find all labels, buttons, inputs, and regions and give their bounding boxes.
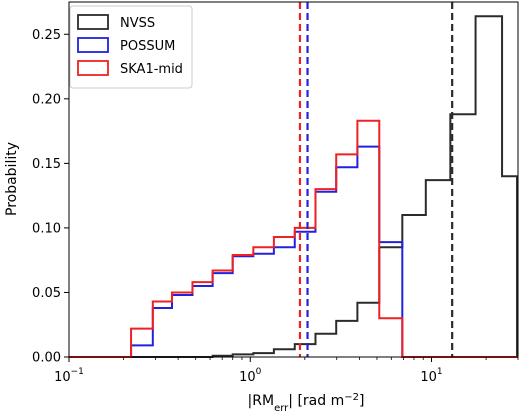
legend-label-possum: POSSUM bbox=[120, 39, 175, 54]
legend-entry-nvss: NVSS bbox=[77, 14, 155, 31]
y-tick-label: 0.25 bbox=[32, 28, 61, 43]
legend-swatch-possum bbox=[77, 37, 109, 53]
x-axis-label: |RMerr| [rad m−2] bbox=[248, 392, 365, 412]
legend: NVSS POSSUM SKA1-mid bbox=[69, 5, 193, 89]
y-tick-label: 0.20 bbox=[32, 92, 61, 107]
legend-swatch-nvss bbox=[77, 14, 109, 30]
legend-entry-ska1-mid: SKA1-mid bbox=[77, 60, 183, 77]
legend-label-nvss: NVSS bbox=[120, 16, 155, 31]
x-tick-label: 101 bbox=[420, 367, 442, 385]
y-tick-label: 0.10 bbox=[32, 221, 61, 236]
legend-swatch-ska1-mid bbox=[77, 60, 109, 76]
x-tick-label: 100 bbox=[239, 367, 262, 385]
y-tick-label: 0.15 bbox=[32, 157, 61, 172]
histogram-nvss bbox=[69, 15, 519, 358]
x-tick-label: 10−1 bbox=[54, 367, 84, 385]
plot-frame bbox=[68, 1, 519, 358]
y-axis-label: Probability bbox=[4, 142, 20, 216]
legend-label-ska1-mid: SKA1-mid bbox=[120, 62, 183, 77]
legend-entry-possum: POSSUM bbox=[77, 37, 175, 54]
y-tick-label: 0.00 bbox=[32, 351, 61, 366]
legend-frame bbox=[69, 5, 193, 89]
y-axis: 0.00 0.05 0.10 0.15 0.20 0.25 bbox=[32, 28, 69, 366]
y-tick-label: 0.05 bbox=[32, 286, 61, 301]
plot-area bbox=[69, 2, 519, 358]
x-axis: 10−1 100 101 bbox=[54, 357, 519, 385]
